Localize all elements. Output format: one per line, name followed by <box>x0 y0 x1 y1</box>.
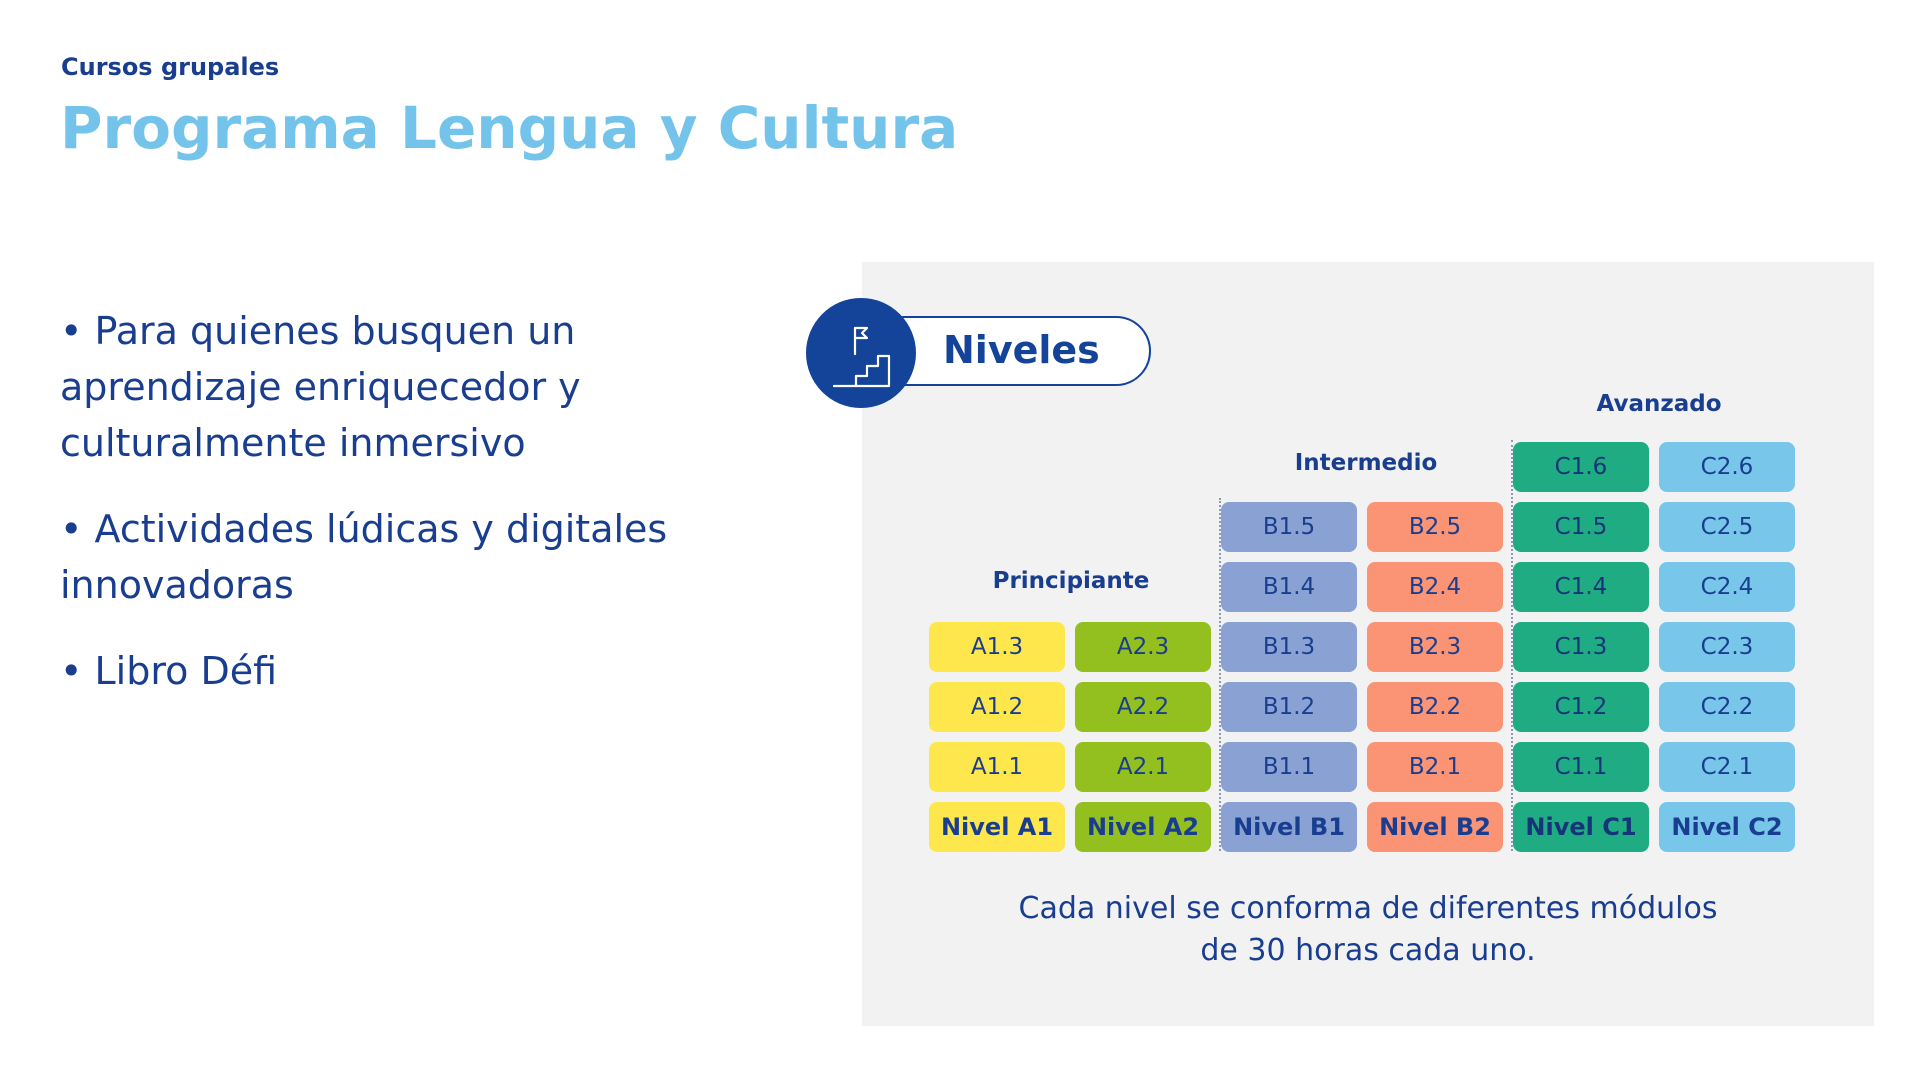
module-a1-1: A1.1 <box>929 742 1065 792</box>
module-b2-1: B2.1 <box>1367 742 1503 792</box>
module-a1-2: A1.2 <box>929 682 1065 732</box>
module-c1-5: C1.5 <box>1513 502 1649 552</box>
bullet-text: Para quienes busquen un aprendizaje enri… <box>60 309 581 465</box>
level-base-nivel-a1: Nivel A1 <box>929 802 1065 852</box>
module-b1-2: B1.2 <box>1221 682 1357 732</box>
module-c1-1: C1.1 <box>1513 742 1649 792</box>
levels-caption: Cada nivel se conforma de diferentes mód… <box>862 888 1874 972</box>
stairs-flag-icon <box>806 298 916 408</box>
module-c2-5: C2.5 <box>1659 502 1795 552</box>
levels-badge-label: Niveles <box>943 328 1100 372</box>
module-c2-1: C2.1 <box>1659 742 1795 792</box>
module-b2-5: B2.5 <box>1367 502 1503 552</box>
module-b2-3: B2.3 <box>1367 622 1503 672</box>
level-base-nivel-c2: Nivel C2 <box>1659 802 1795 852</box>
bullet-item: Actividades lúdicas y digitales innovado… <box>60 501 760 613</box>
bullet-item: Libro Défi <box>60 643 760 699</box>
module-c2-6: C2.6 <box>1659 442 1795 492</box>
module-b2-2: B2.2 <box>1367 682 1503 732</box>
section-subtitle: Cursos grupales <box>61 53 280 81</box>
level-base-nivel-b1: Nivel B1 <box>1221 802 1357 852</box>
module-a1-3: A1.3 <box>929 622 1065 672</box>
bullet-text: Libro Défi <box>94 649 278 693</box>
levels-badge <box>869 316 1151 386</box>
module-b2-4: B2.4 <box>1367 562 1503 612</box>
module-b1-1: B1.1 <box>1221 742 1357 792</box>
level-base-nivel-c1: Nivel C1 <box>1513 802 1649 852</box>
module-c1-3: C1.3 <box>1513 622 1649 672</box>
group-label-principiante: Principiante <box>992 568 1150 594</box>
module-c1-2: C1.2 <box>1513 682 1649 732</box>
caption-line-1: Cada nivel se conforma de diferentes mód… <box>1018 891 1718 926</box>
group-label-intermedio: Intermedio <box>1294 450 1438 476</box>
module-b1-3: B1.3 <box>1221 622 1357 672</box>
module-b1-5: B1.5 <box>1221 502 1357 552</box>
module-c2-2: C2.2 <box>1659 682 1795 732</box>
level-base-nivel-b2: Nivel B2 <box>1367 802 1503 852</box>
caption-line-2: de 30 horas cada uno. <box>1200 933 1536 968</box>
divider-intermedio <box>1219 498 1221 851</box>
module-c2-4: C2.4 <box>1659 562 1795 612</box>
bullet-text: Actividades lúdicas y digitales innovado… <box>60 507 668 607</box>
page-title: Programa Lengua y Cultura <box>60 94 959 162</box>
bullet-list: Para quienes busquen un aprendizaje enri… <box>60 303 760 729</box>
module-c1-6: C1.6 <box>1513 442 1649 492</box>
module-a2-1: A2.1 <box>1075 742 1211 792</box>
module-b1-4: B1.4 <box>1221 562 1357 612</box>
bullet-item: Para quienes busquen un aprendizaje enri… <box>60 303 760 471</box>
level-base-nivel-a2: Nivel A2 <box>1075 802 1211 852</box>
module-c1-4: C1.4 <box>1513 562 1649 612</box>
module-a2-2: A2.2 <box>1075 682 1211 732</box>
module-a2-3: A2.3 <box>1075 622 1211 672</box>
group-label-avanzado: Avanzado <box>1596 391 1722 417</box>
divider-avanzado <box>1511 440 1513 851</box>
module-c2-3: C2.3 <box>1659 622 1795 672</box>
